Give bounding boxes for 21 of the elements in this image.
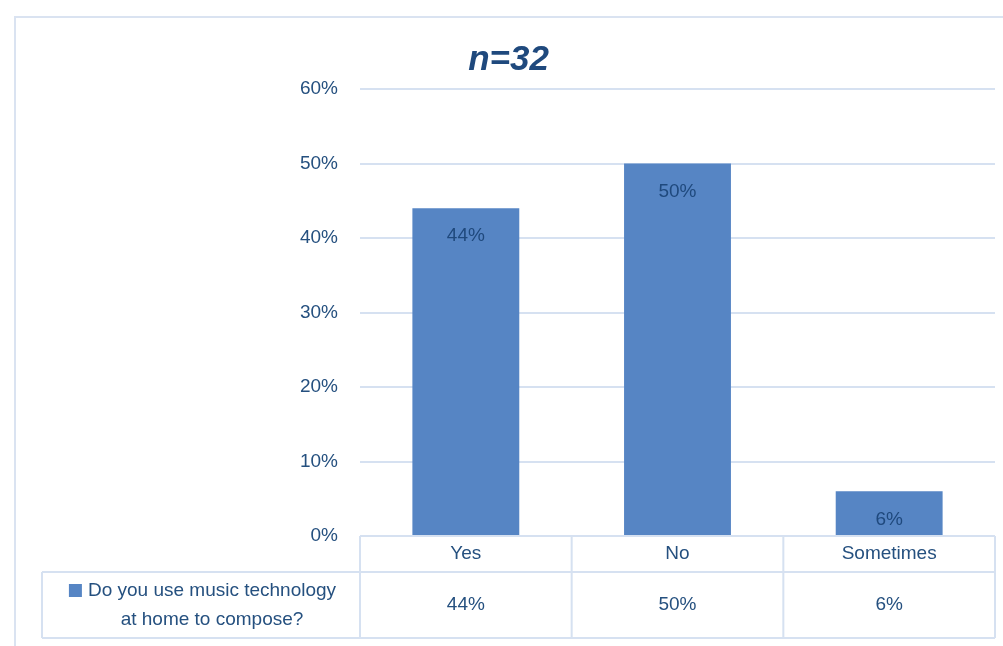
y-tick-label: 0%	[310, 524, 339, 546]
y-tick-label: 30%	[299, 300, 339, 322]
text: 50%	[658, 179, 697, 201]
y-tick-label: 40%	[299, 226, 339, 248]
x-tick-label: Yes	[450, 542, 482, 564]
y-tick-label: 60%	[299, 77, 339, 99]
text: 44%	[446, 224, 485, 246]
y-tick-label: 10%	[299, 449, 339, 471]
data-label: 44%	[446, 593, 485, 615]
chart-title: n=32	[468, 38, 550, 77]
y-tick-label: 20%	[299, 375, 339, 397]
bar	[624, 163, 731, 535]
text: 6%	[875, 507, 903, 529]
y-tick-label: 50%	[299, 151, 339, 173]
x-tick-label: Sometimes	[841, 542, 937, 564]
data-label: 50%	[658, 593, 697, 615]
bar	[835, 491, 943, 535]
data-label: 6%	[875, 593, 903, 615]
bar	[412, 208, 520, 535]
legend-label: Do you use music technology at home to compose?	[87, 578, 337, 629]
x-tick-label: No	[665, 542, 690, 564]
